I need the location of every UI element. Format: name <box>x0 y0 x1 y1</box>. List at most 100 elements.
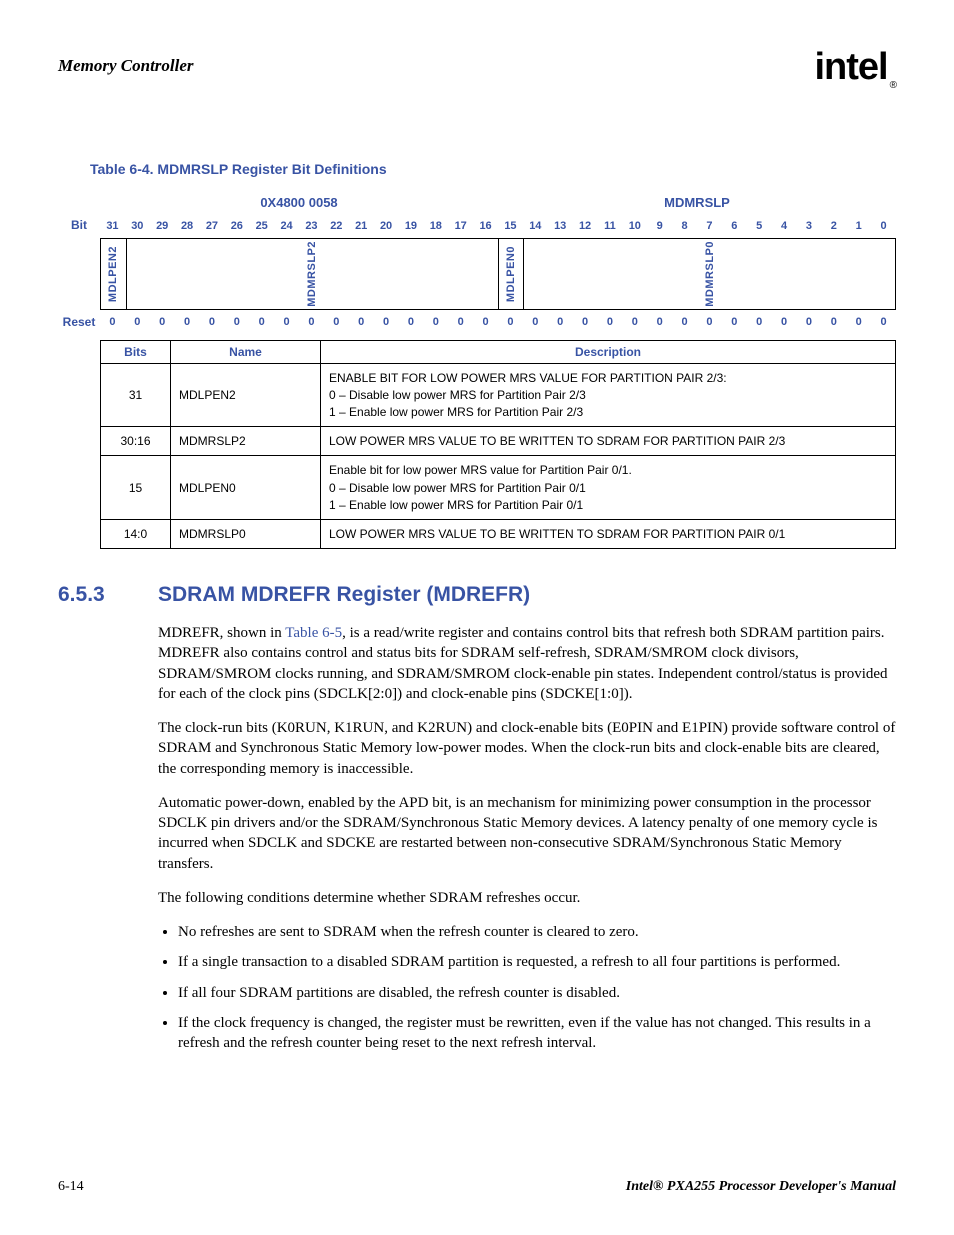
bit-number: 30 <box>125 218 150 234</box>
cell-description: LOW POWER MRS VALUE TO BE WRITTEN TO SDR… <box>321 519 896 548</box>
reset-value: 0 <box>498 314 523 330</box>
paragraph-3: Automatic power-down, enabled by the APD… <box>158 793 896 874</box>
bit-number: 14 <box>523 218 548 234</box>
register-address: 0X4800 0058 <box>100 195 498 210</box>
reset-value: 0 <box>274 314 299 330</box>
bit-field: MDMRSLP0 <box>523 239 895 309</box>
doc-title: Intel® PXA255 Processor Developer's Manu… <box>626 1179 896 1195</box>
table-caption: Table 6-4. MDMRSLP Register Bit Definiti… <box>90 161 896 177</box>
bit-number: 11 <box>598 218 623 234</box>
desc-line: 1 – Enable low power MRS for Partition P… <box>329 404 887 420</box>
cell-name: MDLPEN2 <box>171 363 321 427</box>
reset-value: 0 <box>150 314 175 330</box>
bit-number: 2 <box>821 218 846 234</box>
paragraph-1: MDREFR, shown in Table 6-5, is a read/wr… <box>158 623 896 704</box>
reset-value: 0 <box>175 314 200 330</box>
cell-name: MDLPEN0 <box>171 456 321 520</box>
table-row: 15MDLPEN0Enable bit for low power MRS va… <box>101 456 896 520</box>
register-name: MDMRSLP <box>498 195 896 210</box>
register-header-row: 0X4800 0058 MDMRSLP <box>58 195 896 210</box>
bit-number: 29 <box>150 218 175 234</box>
bit-field-row: MDLPEN2 MDMRSLP2 MDLPEN0 MDMRSLP0 <box>58 238 896 310</box>
desc-line: 1 – Enable low power MRS for Partition P… <box>329 497 887 513</box>
cell-bits: 15 <box>101 456 171 520</box>
xref-table-6-5[interactable]: Table 6-5 <box>285 625 342 641</box>
reset-value: 0 <box>523 314 548 330</box>
reset-value: 0 <box>722 314 747 330</box>
bit-number: 19 <box>399 218 424 234</box>
bit-number: 18 <box>423 218 448 234</box>
reset-value: 0 <box>697 314 722 330</box>
logo-tm: ® <box>890 80 896 91</box>
bit-field-name: MDLPEN2 <box>107 246 119 302</box>
bit-number: 5 <box>747 218 772 234</box>
bit-number: 21 <box>349 218 374 234</box>
list-item: If all four SDRAM partitions are disable… <box>178 983 896 1003</box>
reset-label: Reset <box>58 314 100 330</box>
reset-value: 0 <box>224 314 249 330</box>
list-item: If the clock frequency is changed, the r… <box>178 1013 896 1054</box>
bit-field-name: MDMRSLP0 <box>704 241 716 307</box>
paragraph-2: The clock-run bits (K0RUN, K1RUN, and K2… <box>158 718 896 779</box>
reset-value: 0 <box>423 314 448 330</box>
reset-value: 0 <box>598 314 623 330</box>
cell-name: MDMRSLP2 <box>171 427 321 456</box>
reset-value: 0 <box>100 314 125 330</box>
page-number: 6-14 <box>58 1179 84 1195</box>
col-name: Name <box>171 340 321 363</box>
cell-bits: 14:0 <box>101 519 171 548</box>
bit-field-name: MDLPEN0 <box>505 246 517 302</box>
bit-number: 15 <box>498 218 523 234</box>
reset-value: 0 <box>622 314 647 330</box>
bit-number: 9 <box>647 218 672 234</box>
bit-number: 27 <box>200 218 225 234</box>
reset-value: 0 <box>672 314 697 330</box>
bit-number: 20 <box>374 218 399 234</box>
bit-number: 13 <box>548 218 573 234</box>
bit-field-name: MDMRSLP2 <box>306 241 318 307</box>
section-title: SDRAM MDREFR Register (MDREFR) <box>158 583 530 607</box>
bit-number: 12 <box>573 218 598 234</box>
reset-value: 0 <box>399 314 424 330</box>
paragraph-4: The following conditions determine wheth… <box>158 888 896 908</box>
reset-value: 0 <box>871 314 896 330</box>
desc-line: 0 – Disable low power MRS for Partition … <box>329 480 887 496</box>
table-row: 30:16MDMRSLP2 LOW POWER MRS VALUE TO BE W… <box>101 427 896 456</box>
bit-number: 17 <box>448 218 473 234</box>
bit-field: MDLPEN2 <box>101 239 126 309</box>
desc-line: LOW POWER MRS VALUE TO BE WRITTEN TO SDR… <box>329 526 887 542</box>
bit-description-table: Bits Name Description 31MDLPEN2ENABLE BI… <box>100 340 896 550</box>
bit-number: 8 <box>672 218 697 234</box>
desc-line: ENABLE BIT FOR LOW POWER MRS VALUE FOR P… <box>329 370 887 386</box>
reset-value: 0 <box>473 314 498 330</box>
desc-line: 0 – Disable low power MRS for Partition … <box>329 387 887 403</box>
reset-value: 0 <box>846 314 871 330</box>
cell-bits: 30:16 <box>101 427 171 456</box>
bit-number: 16 <box>473 218 498 234</box>
desc-line: LOW POWER MRS VALUE TO BE WRITTEN TO SDR… <box>329 433 887 449</box>
reset-value: 0 <box>448 314 473 330</box>
col-desc: Description <box>321 340 896 363</box>
bit-number: 0 <box>871 218 896 234</box>
reset-value: 0 <box>200 314 225 330</box>
bit-diagram: 0X4800 0058 MDMRSLP Bit 3130292827262524… <box>58 195 896 550</box>
bit-number: 3 <box>797 218 822 234</box>
bullet-list: No refreshes are sent to SDRAM when the … <box>158 922 896 1053</box>
body-text: MDREFR, shown in Table 6-5, is a read/wr… <box>158 623 896 1053</box>
bit-number: 24 <box>274 218 299 234</box>
table-row: 14:0MDMRSLP0LOW POWER MRS VALUE TO BE WR… <box>101 519 896 548</box>
reset-value: 0 <box>374 314 399 330</box>
reset-value: 0 <box>324 314 349 330</box>
bit-label: Bit <box>58 218 100 234</box>
reset-value: 0 <box>349 314 374 330</box>
intel-logo: intel® <box>815 46 897 91</box>
section-number: 6.5.3 <box>58 583 158 607</box>
bit-number-row: Bit 313029282726252423222120191817161514… <box>58 218 896 234</box>
bit-number: 4 <box>772 218 797 234</box>
reset-value: 0 <box>821 314 846 330</box>
bit-number: 22 <box>324 218 349 234</box>
page: Memory Controller intel® Table 6-4. MDMR… <box>0 0 954 1235</box>
reset-value: 0 <box>647 314 672 330</box>
reset-value: 0 <box>125 314 150 330</box>
p1-a: MDREFR, shown in <box>158 625 285 641</box>
